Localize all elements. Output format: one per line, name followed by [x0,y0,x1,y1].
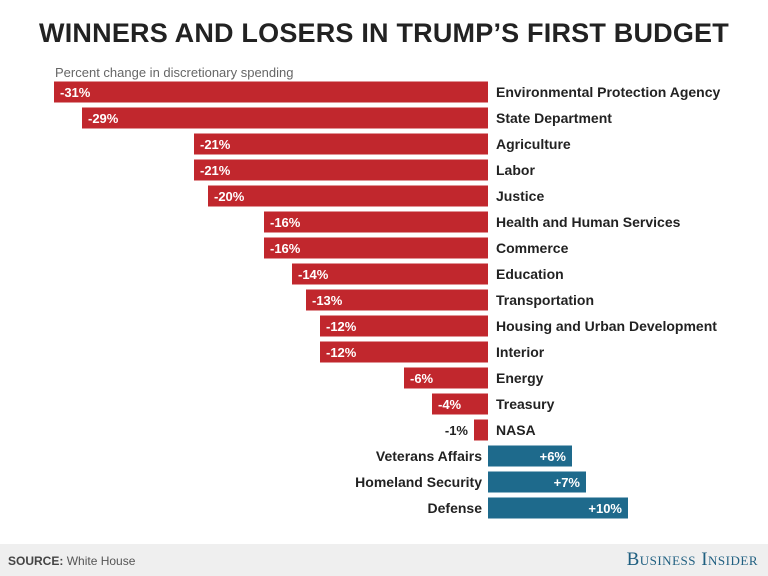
value-label: -20% [214,189,245,204]
bar [320,341,488,363]
category-label: Education [496,266,564,282]
bar [208,185,488,207]
category-label: Environmental Protection Agency [496,84,721,100]
value-label: +6% [540,449,567,464]
category-label: Defense [428,500,483,516]
value-label: -31% [60,85,91,100]
value-label: -14% [298,267,329,282]
bar [488,471,586,493]
source-note: SOURCE: White House [8,554,135,568]
value-label: -1% [445,423,469,438]
value-label: -4% [438,397,462,412]
category-label: Treasury [496,396,555,412]
value-label: -16% [270,241,301,256]
value-label: +7% [554,475,581,490]
bar [264,211,488,233]
category-label: Justice [496,188,544,204]
bar [320,315,488,337]
category-label: State Department [496,110,612,126]
source-value: White House [66,554,136,568]
category-label: Housing and Urban Development [496,318,717,334]
value-label: -16% [270,215,301,230]
category-label: NASA [496,422,536,438]
value-label: -29% [88,111,119,126]
brand-logo: Business Insider [626,549,758,570]
value-label: +10% [588,501,622,516]
bar [292,263,488,285]
chart-title: WINNERS AND LOSERS IN TRUMP’S FIRST BUDG… [39,18,729,48]
bar-chart: -31% Environmental Protection Agency -29% S… [54,81,721,519]
bar [82,107,488,129]
source-label: SOURCE: [8,554,64,568]
bar [488,497,628,519]
value-label: -12% [326,345,357,360]
bar [194,133,488,155]
category-label: Health and Human Services [496,214,681,230]
category-label: Agriculture [496,136,571,152]
category-label: Homeland Security [355,474,482,490]
value-label: -13% [312,293,343,308]
category-label: Energy [496,370,544,386]
bar [404,367,488,389]
bar [194,159,488,181]
bar [432,393,488,415]
category-label: Transportation [496,292,594,308]
footer: SOURCE: White House Business Insider [0,544,768,576]
bar [474,419,488,441]
value-label: -21% [200,137,231,152]
value-label: -21% [200,163,231,178]
bar [488,445,572,467]
bar [54,81,488,103]
category-label: Veterans Affairs [376,448,482,464]
bar [264,237,488,259]
category-label: Commerce [496,240,569,256]
chart-subtitle: Percent change in discretionary spending [55,65,294,80]
value-label: -12% [326,319,357,334]
category-label: Labor [496,162,535,178]
category-label: Interior [496,344,545,360]
bar [306,289,488,311]
value-label: -6% [410,371,434,386]
